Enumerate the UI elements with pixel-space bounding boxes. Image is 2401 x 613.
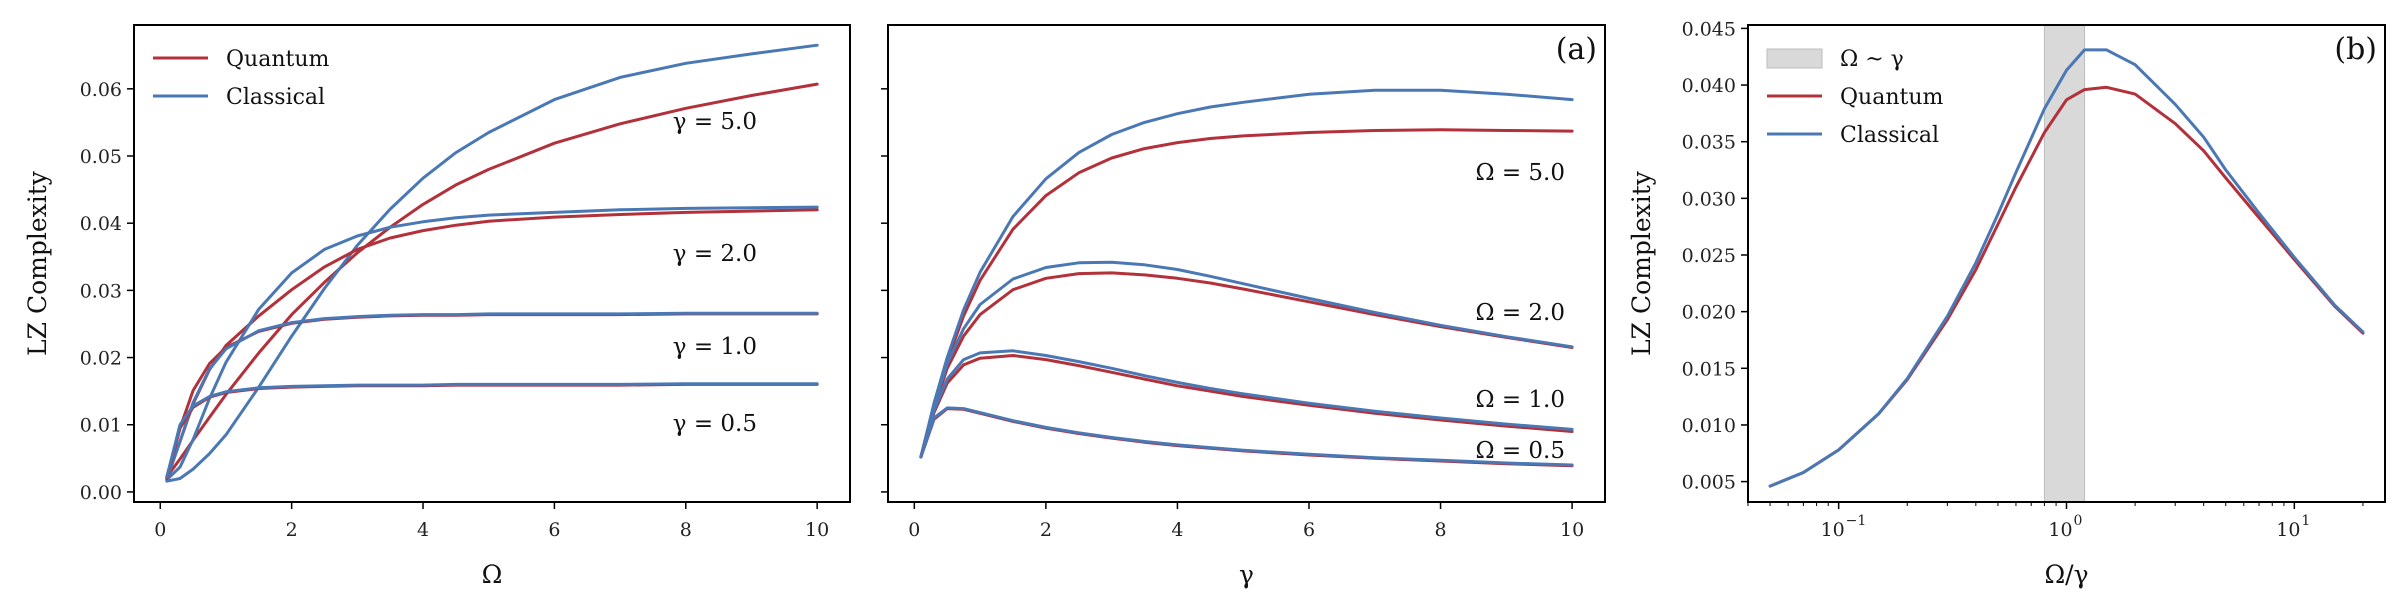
x-tick-label: 2 xyxy=(286,519,298,541)
plot-frame xyxy=(133,24,851,503)
x-tick-exponent: 0 xyxy=(2074,513,2083,529)
series-line-classical-0 xyxy=(919,88,1574,459)
curve-label: γ = 1.0 xyxy=(673,334,757,360)
y-axis-label: LZ Complexity xyxy=(1627,170,1656,356)
panel-label: (b) xyxy=(2334,32,2377,67)
legend-label: Quantum xyxy=(226,47,330,72)
shaded-region xyxy=(2043,24,2086,503)
y-tick-label: 0.040 xyxy=(1682,75,1736,97)
x-tick-label: 4 xyxy=(1171,519,1183,541)
x-tick-label: 2 xyxy=(1040,519,1052,541)
legend-label: Quantum xyxy=(1840,85,1944,110)
x-tick-label: 10 xyxy=(1821,519,1845,541)
legend-label: Classical xyxy=(1840,123,1939,148)
series-line-quantum-0 xyxy=(165,82,819,479)
series-line-classical-3 xyxy=(919,406,1574,467)
x-tick-label: 0 xyxy=(908,519,920,541)
y-tick-label: 0.02 xyxy=(80,348,122,370)
legend: Quantum Classical xyxy=(153,47,330,110)
series-line-classical-2 xyxy=(919,349,1574,459)
plot-frame xyxy=(887,24,1606,503)
curve-label: Ω = 1.0 xyxy=(1475,387,1565,413)
legend: Ω ~ γ Quantum Classical xyxy=(1766,47,1944,148)
panel-label: (a) xyxy=(1556,32,1597,67)
series-line-quantum-0 xyxy=(919,128,1574,459)
x-tick-label: 10 xyxy=(2048,519,2072,541)
curve-label: γ = 5.0 xyxy=(673,109,757,135)
chart-panel-ratio: 10 −1 10 0 10 10.0050.0100.0150.0200.0250.030… xyxy=(1627,18,2386,589)
curve-label: Ω = 2.0 xyxy=(1475,300,1565,326)
series-line-classical-1 xyxy=(919,260,1574,459)
legend-label: Classical xyxy=(226,85,325,110)
y-tick-label: 0.015 xyxy=(1682,358,1736,380)
x-tick-label: 6 xyxy=(1303,519,1315,541)
y-tick-label: 0.06 xyxy=(80,79,122,101)
x-tick-exponent: −1 xyxy=(1846,513,1867,529)
curve-label: γ = 0.5 xyxy=(673,411,757,437)
curve-label: Ω = 0.5 xyxy=(1475,438,1565,464)
x-tick-label: 0 xyxy=(154,519,166,541)
y-tick-label: 0.03 xyxy=(80,280,122,302)
x-axis-label: γ xyxy=(1239,560,1254,589)
x-tick-label: 6 xyxy=(548,519,560,541)
series-line-classical xyxy=(1768,48,2365,488)
y-tick-label: 0.020 xyxy=(1682,302,1736,324)
chart-panel-gamma: 0 2 4 6 8 10 γ (a) Ω = 5.0 Ω = 2.0 Ω = 1.0 Ω = 0.5 xyxy=(881,24,1606,589)
x-axis-label: Ω xyxy=(482,560,503,589)
y-axis-label: LZ Complexity xyxy=(23,170,52,356)
x-tick-label: 10 xyxy=(805,519,829,541)
x-tick-exponent: 1 xyxy=(2301,513,2310,529)
x-tick-label: 8 xyxy=(680,519,692,541)
series-line-classical-1 xyxy=(165,205,819,482)
x-tick-label: 10 xyxy=(2276,519,2300,541)
chart-panel-omega: 0 2 4 6 8 10 0.00 0.01 0.02 0.03 0.04 0.05 0.06 Ω LZ C… xyxy=(23,24,851,589)
y-tick-label: 0.035 xyxy=(1682,132,1736,154)
legend-label: Ω ~ γ xyxy=(1840,47,1904,72)
y-tick-label: 0.005 xyxy=(1682,472,1736,494)
legend-swatch-band xyxy=(1766,48,1823,69)
y-tick-label: 0.045 xyxy=(1682,18,1736,40)
series-line-classical-2 xyxy=(165,311,819,482)
curve-label: Ω = 5.0 xyxy=(1475,160,1565,186)
y-tick-label: 0.01 xyxy=(80,415,122,437)
x-tick-label: 8 xyxy=(1435,519,1447,541)
y-tick-label: 0.030 xyxy=(1682,188,1736,210)
x-tick-label: 4 xyxy=(417,519,429,541)
series-line-quantum-1 xyxy=(919,271,1574,459)
y-tick-label: 0.04 xyxy=(80,213,122,235)
y-tick-label: 0.010 xyxy=(1682,415,1736,437)
series-line-quantum-2 xyxy=(919,354,1574,459)
curve-label: γ = 2.0 xyxy=(673,241,757,267)
x-tick-label: 10 xyxy=(1560,519,1584,541)
x-axis-label: Ω/γ xyxy=(2044,560,2088,589)
y-tick-label: 0.00 xyxy=(80,482,122,504)
y-tick-label: 0.025 xyxy=(1682,245,1736,267)
series-line-quantum-3 xyxy=(919,407,1574,468)
series-line-classical-3 xyxy=(165,382,819,479)
series-line-classical-0 xyxy=(165,43,819,483)
y-tick-label: 0.05 xyxy=(80,146,122,168)
